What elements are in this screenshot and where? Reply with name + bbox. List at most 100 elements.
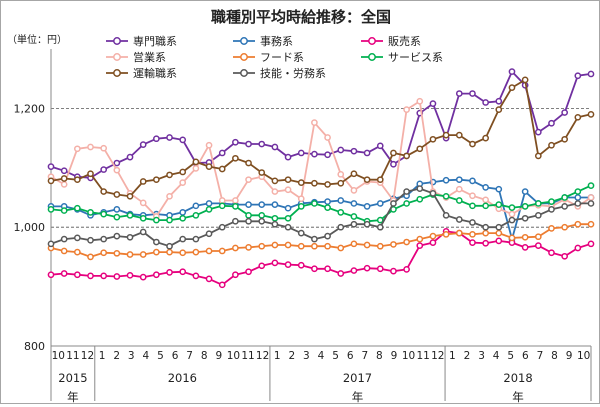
data-point — [245, 244, 252, 251]
x-month-label: 5 — [332, 350, 339, 362]
data-point — [548, 198, 555, 206]
data-point — [561, 135, 569, 143]
data-point — [508, 216, 516, 224]
data-point — [284, 204, 292, 212]
data-point — [311, 265, 318, 273]
data-point — [324, 242, 331, 250]
data-point — [271, 259, 279, 267]
data-point — [232, 217, 239, 225]
data-point — [126, 251, 134, 258]
data-point — [232, 244, 239, 252]
data-point — [416, 185, 424, 192]
data-point — [192, 235, 200, 243]
data-point — [350, 170, 358, 178]
data-point — [442, 131, 450, 139]
y-tick-label: 800 — [24, 340, 45, 353]
x-month-label: 4 — [318, 350, 325, 362]
data-point — [390, 149, 397, 157]
data-point — [73, 271, 81, 279]
data-point — [548, 119, 555, 127]
data-point — [258, 140, 266, 148]
x-month-label: 7 — [361, 350, 368, 362]
data-point — [363, 149, 371, 157]
legend-marker — [240, 69, 248, 77]
data-point — [258, 262, 266, 270]
data-point — [139, 251, 147, 258]
data-point — [376, 142, 384, 150]
data-point — [561, 223, 569, 231]
data-point — [350, 200, 358, 207]
data-point — [324, 204, 331, 211]
data-point — [87, 236, 94, 244]
data-point — [166, 192, 173, 200]
unit-label: （単位：円） — [7, 33, 67, 46]
data-point — [139, 273, 147, 281]
data-point — [87, 170, 94, 178]
data-point — [218, 247, 226, 255]
data-point — [113, 273, 121, 280]
plot-area — [47, 68, 595, 289]
data-point — [205, 141, 213, 149]
data-point — [574, 200, 582, 207]
data-point — [363, 241, 371, 249]
data-point — [561, 203, 569, 210]
data-point — [416, 242, 424, 249]
x-month-label: 10 — [577, 350, 590, 362]
data-point — [166, 171, 173, 179]
data-point — [521, 203, 529, 210]
legend-label: サービス系 — [388, 51, 443, 64]
data-point — [179, 268, 187, 276]
data-point — [245, 217, 252, 225]
data-point — [587, 110, 595, 118]
data-point — [495, 237, 503, 245]
data-point — [350, 213, 358, 220]
x-month-label: 8 — [376, 350, 383, 362]
data-point — [548, 141, 555, 149]
data-point — [100, 144, 108, 152]
data-point — [166, 248, 173, 256]
x-year-label: 2015 — [58, 371, 87, 385]
x-month-label: 6 — [522, 350, 529, 362]
data-point — [179, 209, 187, 216]
data-point — [416, 145, 424, 153]
x-month-label: 7 — [186, 350, 193, 362]
data-point — [442, 176, 450, 184]
data-point — [495, 223, 503, 231]
data-point — [271, 201, 279, 208]
data-point — [297, 242, 305, 250]
data-point — [297, 229, 305, 237]
x-month-label: 1 — [274, 350, 281, 362]
data-point — [179, 249, 187, 257]
data-point — [113, 206, 121, 213]
x-month-label: 5 — [507, 350, 514, 362]
data-point — [113, 159, 121, 167]
data-point — [60, 235, 68, 243]
data-point — [561, 109, 569, 116]
data-point — [324, 181, 331, 188]
data-point — [179, 179, 187, 186]
data-point — [100, 188, 108, 195]
x-year-label: 2018 — [503, 371, 532, 385]
data-point — [73, 204, 81, 212]
data-point — [232, 197, 239, 204]
data-point — [469, 230, 476, 238]
data-point — [495, 106, 503, 113]
data-point — [403, 266, 410, 273]
data-point — [232, 138, 239, 146]
data-point — [245, 159, 252, 167]
data-point — [153, 271, 160, 279]
data-point — [311, 200, 318, 207]
data-point — [469, 140, 476, 148]
data-point — [561, 194, 569, 201]
y-tick-label: 1,200 — [14, 102, 46, 115]
data-point — [232, 203, 239, 210]
x-month-label: 1 — [449, 350, 456, 362]
x-month-label: 3 — [303, 350, 310, 362]
data-point — [508, 204, 516, 211]
data-point — [337, 223, 345, 231]
data-point — [324, 265, 331, 273]
data-point — [139, 228, 147, 236]
legend-marker — [368, 53, 376, 61]
y-axis: 800 1,000 1,200 — [14, 49, 52, 353]
